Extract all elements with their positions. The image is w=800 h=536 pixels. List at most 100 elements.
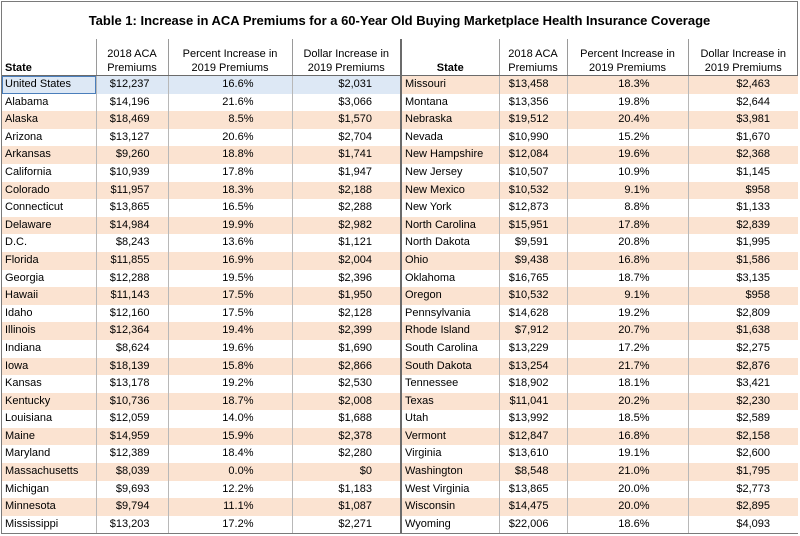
pct-cell: 15.9% [167,427,292,446]
pct-cell: 21.7% [566,357,688,376]
premium-header-line1: 2018 ACA [508,48,558,60]
premium-cell: $13,178 [95,375,168,393]
table-row: Florida $11,855 16.9% $2,004 [2,251,400,270]
premium-cell: $12,160 [95,304,168,323]
state-cell: Nebraska [401,111,499,129]
table-row: Alaska $18,469 8.5% $1,570 [2,111,400,129]
table-row: Wyoming $22,006 18.6% $4,093 [401,515,798,534]
premium-cell: $10,939 [95,163,168,182]
state-cell: United States [2,75,96,94]
pct-cell: 20.0% [566,498,688,516]
state-cell: Connecticut [2,199,96,217]
dollar-cell: $2,158 [687,427,798,446]
dollar-cell: $2,399 [291,322,400,340]
table-row: Maryland $12,389 18.4% $2,280 [2,445,400,464]
dollar-cell: $2,368 [687,146,798,164]
dollar-cell: $2,230 [687,392,798,411]
dollar-cell: $2,275 [687,339,798,358]
premium-cell: $13,865 [95,199,168,217]
pct-cell: 17.8% [566,216,688,235]
pct-cell: 18.4% [167,445,292,464]
table-row: Maine $14,959 15.9% $2,378 [2,427,400,446]
premium-cell: $13,254 [498,357,567,376]
dollar-cell: $2,128 [291,304,400,323]
left-table: State 2018 ACA Premiums Percent Increase … [2,39,400,534]
dollar-cell: $1,690 [291,339,400,358]
state-header: State [2,39,96,76]
dollar-cell: $1,145 [687,163,798,182]
pct-cell: 10.9% [566,163,688,182]
pct-cell: 18.8% [167,146,292,164]
state-cell: Arizona [2,128,96,147]
state-cell: Kentucky [2,392,96,411]
dollar-cell: $1,995 [687,234,798,252]
pct-cell: 18.7% [167,392,292,411]
table-row: United States $12,237 16.6% $2,031 [2,75,400,94]
dollar-cell: $1,688 [291,410,400,428]
pct-cell: 19.9% [167,216,292,235]
pct-cell: 20.4% [566,111,688,129]
pct-cell: 16.6% [167,75,292,94]
pct-cell: 20.7% [566,322,688,340]
pct-cell: 17.5% [167,287,292,305]
state-cell: Colorado [2,181,96,200]
state-cell: Mississippi [2,515,96,534]
premium-header-line1: 2018 ACA [107,48,157,60]
premium-cell: $8,039 [95,463,168,481]
premium-cell: $12,873 [498,199,567,217]
premium-cell: $12,847 [498,427,567,446]
state-cell: Massachusetts [2,463,96,481]
state-cell: Oregon [401,287,499,305]
pct-cell: 19.6% [566,146,688,164]
dollar-cell: $3,066 [291,93,400,112]
pct-cell: 20.6% [167,128,292,147]
pct-cell: 18.3% [167,181,292,200]
pct-header: Percent Increase in 2019 Premiums [566,39,688,76]
pct-cell: 18.6% [566,515,688,534]
premium-cell: $15,951 [498,216,567,235]
table-row: Delaware $14,984 19.9% $2,982 [2,216,400,235]
dollar-cell: $1,087 [291,498,400,516]
table-row: Arkansas $9,260 18.8% $1,741 [2,146,400,164]
premium-cell: $18,139 [95,357,168,376]
state-cell: Wyoming [401,515,499,534]
table-row: Oregon $10,532 9.1% $958 [401,287,798,305]
table-row: Alabama $14,196 21.6% $3,066 [2,93,400,112]
dollar-cell: $3,981 [687,111,798,129]
premium-cell: $13,356 [498,93,567,112]
state-cell: Illinois [2,322,96,340]
dollar-cell: $2,644 [687,93,798,112]
right-table: State 2018 ACA Premiums Percent Increase … [400,39,798,534]
pct-cell: 21.0% [566,463,688,481]
premium-cell: $18,902 [498,375,567,393]
premium-cell: $10,990 [498,128,567,147]
state-cell: Maryland [2,445,96,464]
premium-cell: $13,610 [498,445,567,464]
dollar-cell: $2,288 [291,199,400,217]
state-cell: New Hampshire [401,146,499,164]
table-row: Rhode Island $7,912 20.7% $1,638 [401,322,798,340]
dollar-cell: $2,982 [291,216,400,235]
state-cell: Kansas [2,375,96,393]
table-row: Hawaii $11,143 17.5% $1,950 [2,287,400,305]
table-row: California $10,939 17.8% $1,947 [2,163,400,182]
pct-cell: 20.2% [566,392,688,411]
dollar-cell: $4,093 [687,515,798,534]
premium-cell: $14,475 [498,498,567,516]
state-cell: Missouri [401,75,499,94]
premium-header: 2018 ACA Premiums [498,39,567,76]
pct-cell: 19.1% [566,445,688,464]
state-cell: New Jersey [401,163,499,182]
premium-cell: $13,203 [95,515,168,534]
premium-cell: $12,237 [95,75,168,94]
premium-cell: $14,628 [498,304,567,323]
pct-cell: 18.3% [566,75,688,94]
premium-cell: $18,469 [95,111,168,129]
table-row: Mississippi $13,203 17.2% $2,271 [2,515,400,534]
table-row: West Virginia $13,865 20.0% $2,773 [401,480,798,499]
dollar-cell: $1,133 [687,199,798,217]
dollar-header-line1: Dollar Increase in [303,48,390,60]
state-cell: Louisiana [2,410,96,428]
dollar-header-line1: Dollar Increase in [700,48,787,60]
pct-cell: 16.8% [566,427,688,446]
